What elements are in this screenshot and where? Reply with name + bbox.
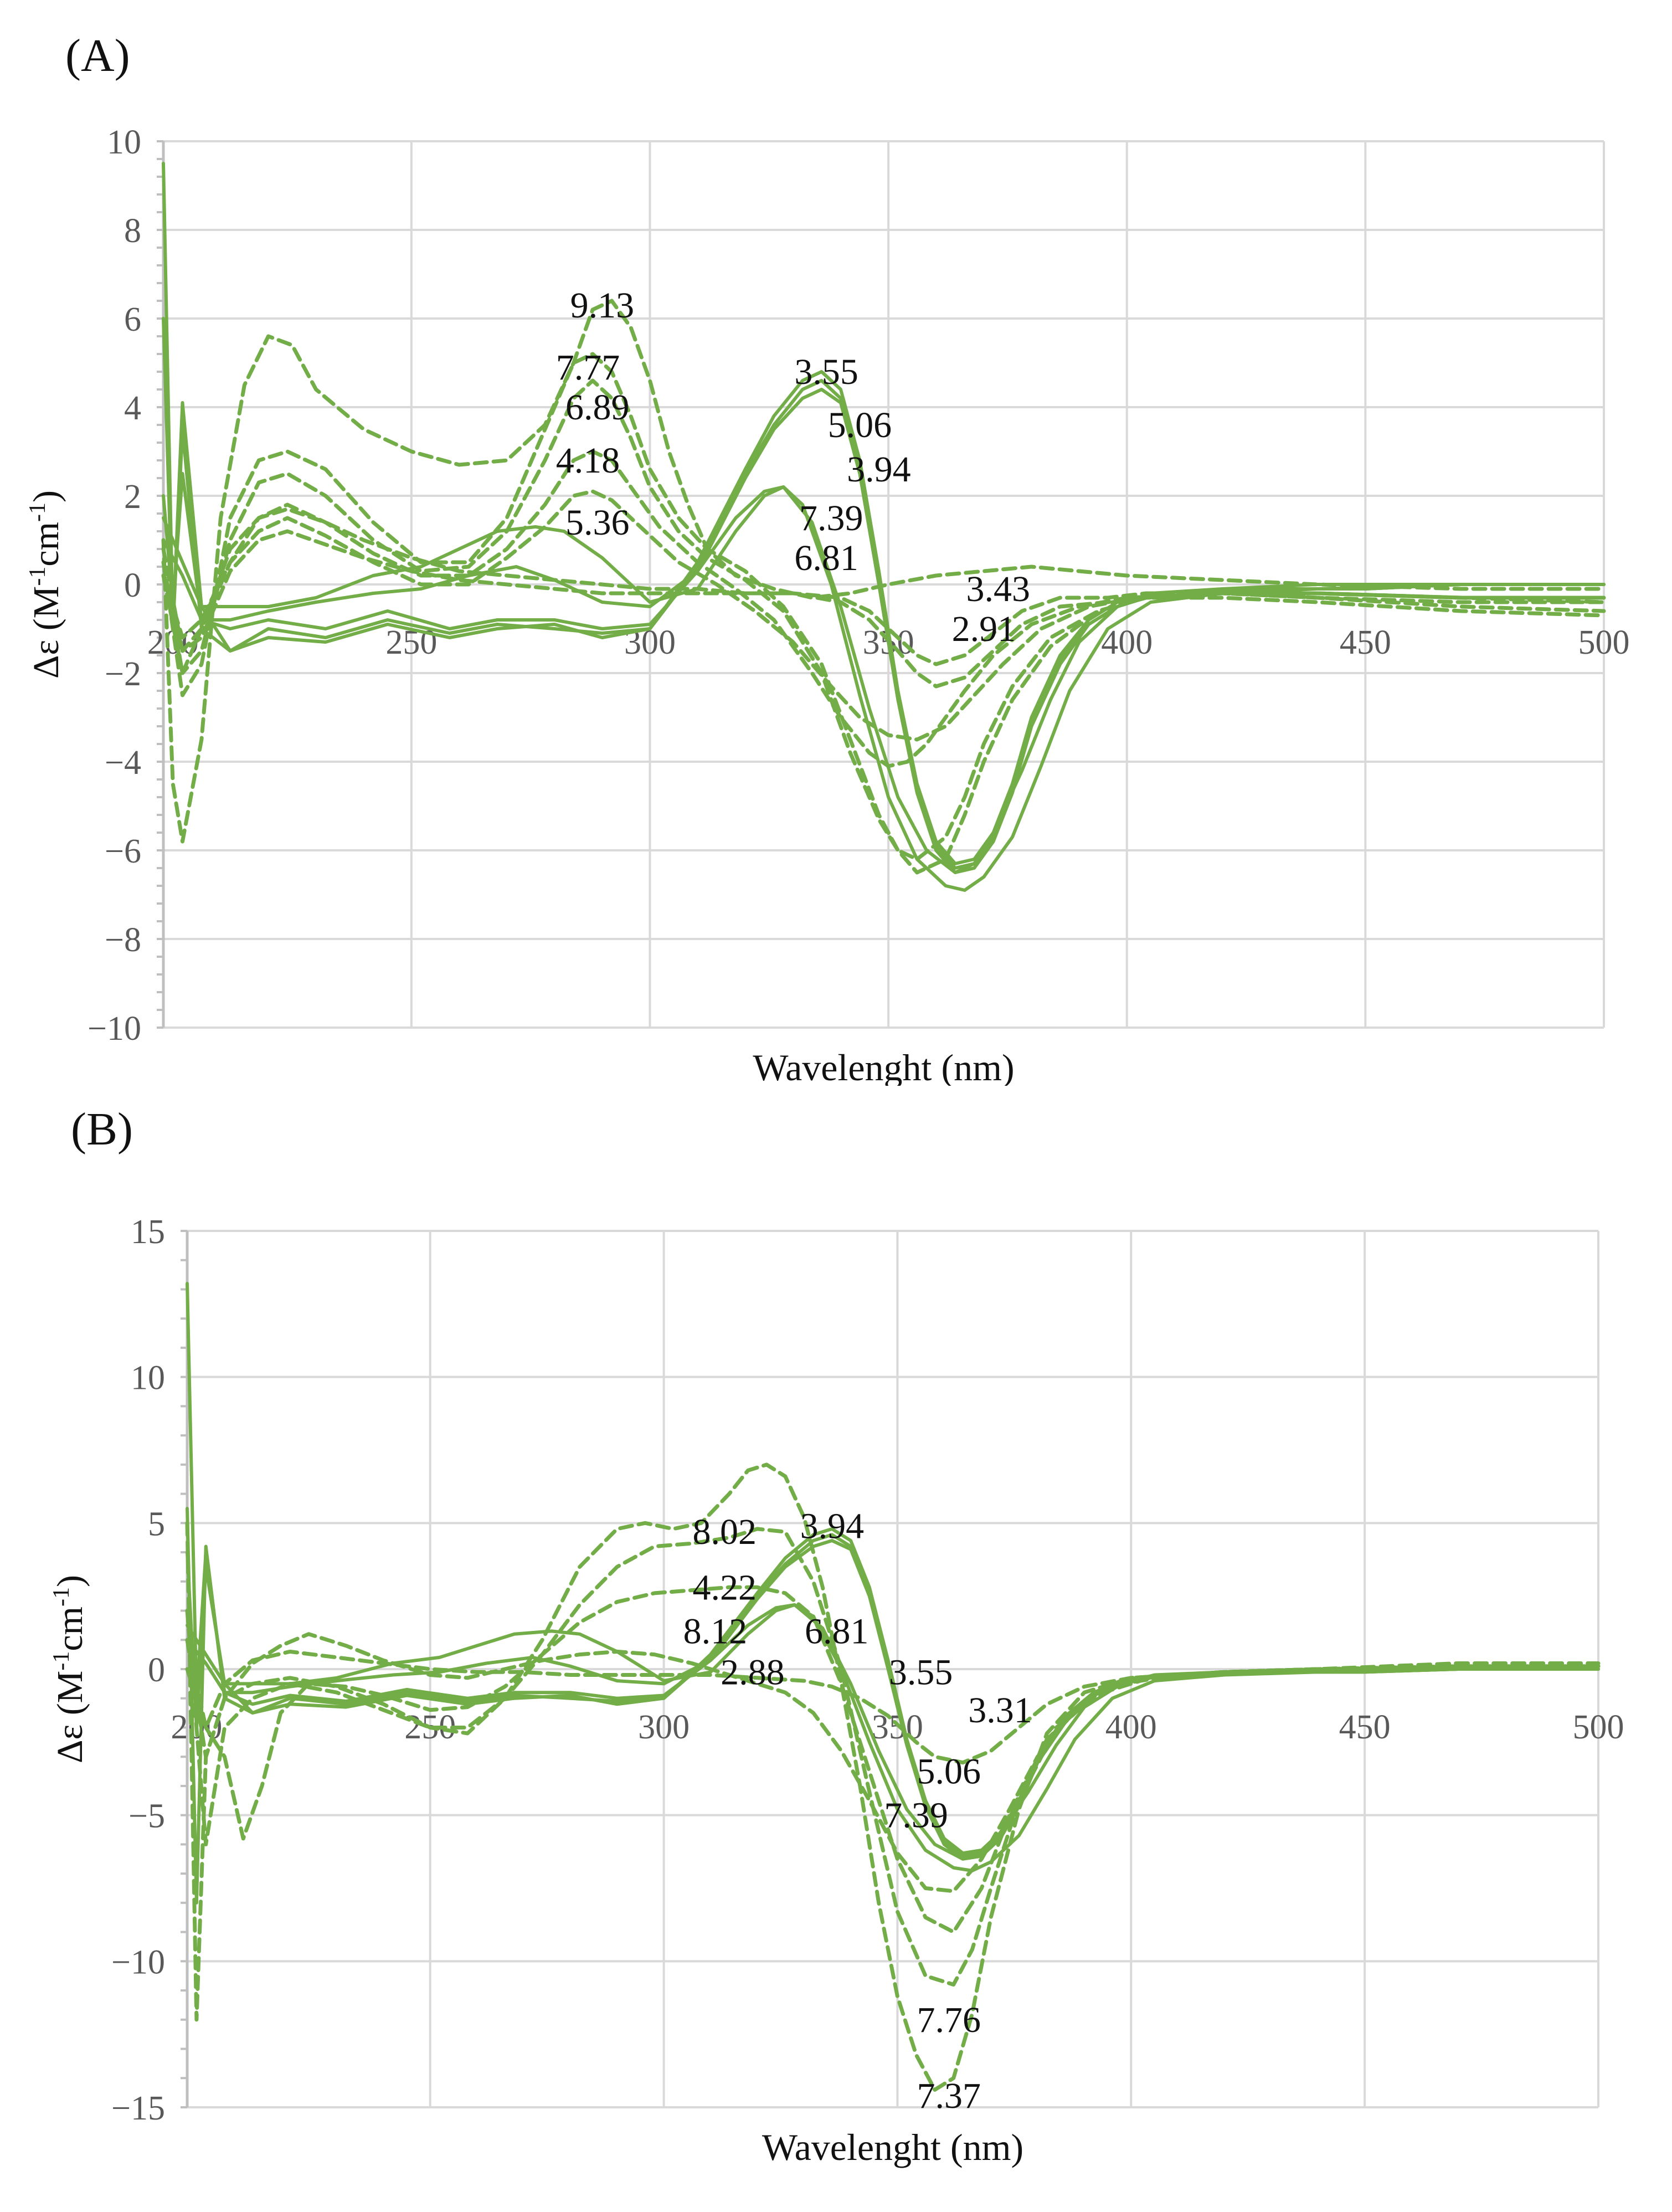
chart-a-annotation: 3.43 xyxy=(966,569,1030,609)
chart-a-annotation: 7.39 xyxy=(799,498,863,538)
chart-a-series-5-36 xyxy=(161,489,1606,742)
chart-b-ytick-label: 0 xyxy=(148,1651,165,1689)
chart-a-series-7-77 xyxy=(161,352,1606,875)
chart-a-y-axis-label-part: cm xyxy=(26,522,66,567)
chart-a-ytick-label: −4 xyxy=(105,744,141,782)
chart-b-annotation: 7.76 xyxy=(917,2000,981,2040)
chart-a-xtick-label: 500 xyxy=(1578,624,1630,661)
chart-b-series-4-22 xyxy=(185,1527,1601,1987)
chart-a-annotation: 9.13 xyxy=(570,285,635,326)
chart-b-annotation: 8.12 xyxy=(683,1611,748,1651)
chart-a-ytick-label: −2 xyxy=(105,655,141,693)
chart-a-ytick-label: 10 xyxy=(107,124,141,161)
chart-b-ytick-label: 15 xyxy=(131,1213,165,1251)
chart-a-series-6-81 xyxy=(162,485,1606,874)
chart-b-y-axis-label-part: Δε (M xyxy=(50,1671,90,1763)
chart-b-annotation: 7.39 xyxy=(884,1795,948,1836)
chart-b-annotation: 6.81 xyxy=(805,1611,869,1651)
chart-b-series-2-88 xyxy=(185,1632,1601,1893)
chart-a-xtick-label: 400 xyxy=(1101,624,1153,661)
chart-b-xtick-label: 300 xyxy=(638,1708,690,1746)
panel-label-b: (B) xyxy=(71,1104,133,1155)
chart-b-series-8-12 xyxy=(185,1585,1601,1934)
chart-a-ytick-label: 4 xyxy=(124,389,141,427)
chart-a-y-axis-label-part: Δε (M xyxy=(26,586,66,679)
chart-a-ytick-label: −10 xyxy=(88,1010,141,1048)
chart-a-annotation: 6.89 xyxy=(565,387,630,428)
chart-b-annotation: 4.22 xyxy=(693,1567,757,1608)
chart-a-series-6-89 xyxy=(161,378,1606,861)
chart-b-xtick-label: 500 xyxy=(1573,1708,1624,1746)
chart-a-y-axis-label: Δε (M-1cm-1) xyxy=(25,490,66,679)
chart-a-ytick-label: 2 xyxy=(124,478,141,516)
chart-a-annotation: 2.91 xyxy=(952,609,1016,649)
chart-a-series-2-91 xyxy=(161,529,1606,689)
chart-b-annotation: 8.02 xyxy=(693,1512,757,1552)
chart-b-annotation: 3.31 xyxy=(968,1690,1032,1731)
chart-a-annotation: 5.06 xyxy=(828,405,892,445)
chart-b-xtick-label: 450 xyxy=(1339,1708,1391,1746)
chart-b-ytick-label: 5 xyxy=(148,1505,165,1543)
chart-a-ytick-label: −8 xyxy=(105,921,141,959)
chart-a-annotation: 5.36 xyxy=(565,502,630,543)
chart-b-annotation: 2.88 xyxy=(721,1652,785,1692)
chart-a-y-axis-label-part: -1 xyxy=(25,567,50,586)
chart-b-annotation: 3.55 xyxy=(889,1652,953,1692)
chart-b-annotation: 5.06 xyxy=(917,1752,981,1792)
chart-a-annotation: 3.94 xyxy=(847,449,911,490)
chart-a-ytick-label: 8 xyxy=(124,212,141,250)
chart-b-series-7-39 xyxy=(186,1603,1600,1872)
chart-b-y-axis-label-part: cm xyxy=(50,1607,90,1651)
chart-a-annotation: 7.77 xyxy=(556,347,620,388)
chart-a-y-axis-label-part: ) xyxy=(26,490,66,502)
chart-b-ytick-label: −15 xyxy=(111,2090,165,2127)
chart-a-xtick-label: 450 xyxy=(1340,624,1391,661)
chart-a-ytick-label: 6 xyxy=(124,301,141,338)
chart-b-y-axis-label-part: -1 xyxy=(49,1651,74,1671)
chart-b-series-3-94 xyxy=(186,1281,1600,1861)
chart-a-x-axis-label: Wavelenght (nm) xyxy=(753,1046,1014,1086)
chart-b-y-axis-label-part: -1 xyxy=(49,1587,74,1607)
chart-b-ytick-label: −5 xyxy=(128,1798,165,1835)
chart-a-ytick-label: 0 xyxy=(124,567,141,604)
chart-a-annotation: 6.81 xyxy=(794,538,858,578)
chart-a-annotation: 4.18 xyxy=(556,440,620,481)
chart-b-ytick-label: 10 xyxy=(131,1359,165,1397)
chart-a-series-3-55 xyxy=(162,162,1606,865)
chart-a-y-axis-label-part: -1 xyxy=(25,502,50,522)
chart-b-y-axis-label-part: ) xyxy=(50,1575,90,1587)
chart-a-annotation: 3.55 xyxy=(794,352,858,392)
chart-b-y-axis-label: Δε (M-1cm-1) xyxy=(49,1575,90,1763)
chart-a-series-9-13 xyxy=(161,299,1606,844)
chart-a-ytick-label: −6 xyxy=(105,833,141,870)
chart-b-annotation: 3.94 xyxy=(800,1506,865,1547)
chart-b-series-3-31 xyxy=(185,1638,1601,1765)
chart-b-annotation: 7.37 xyxy=(917,2076,981,2116)
chart-b-ytick-label: −10 xyxy=(111,1943,165,1981)
panel-label-a: (A) xyxy=(65,30,130,81)
chart-b-x-axis-label: Wavelenght (nm) xyxy=(762,2126,1023,2168)
chart-b-xtick-label: 400 xyxy=(1105,1708,1157,1746)
